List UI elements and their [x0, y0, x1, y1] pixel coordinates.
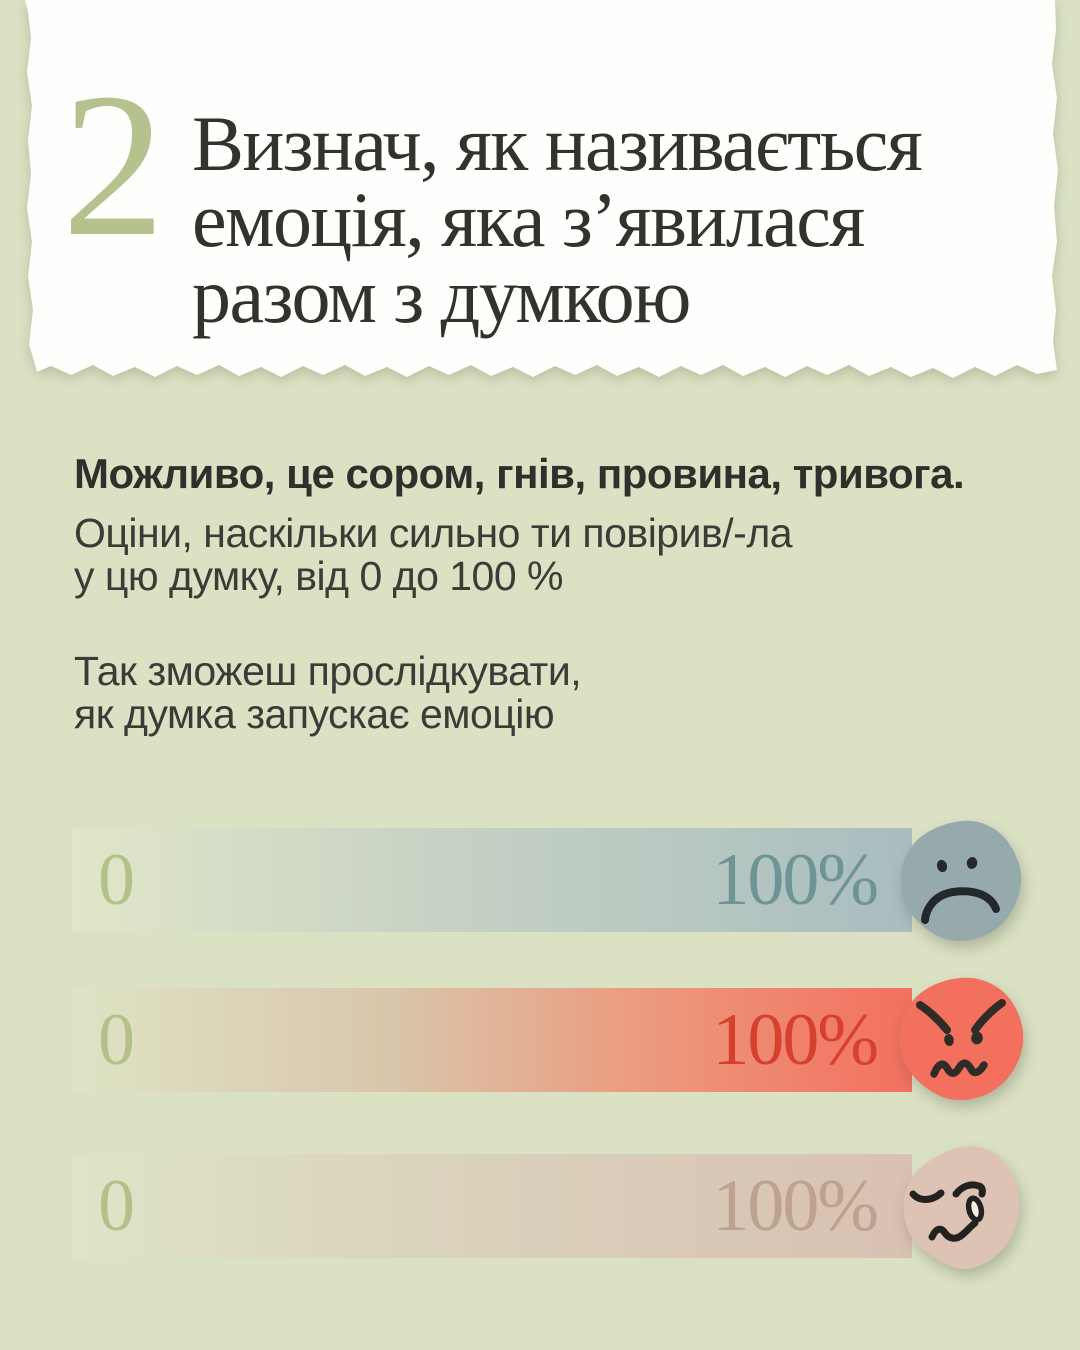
- sad-face-icon: [900, 820, 1022, 942]
- step-number: 2: [62, 50, 165, 279]
- title-line-2: емоція, яка з’явилася: [192, 176, 865, 263]
- torn-paper-card: [25, 0, 1058, 378]
- scale-min-label: 0: [98, 1165, 135, 1247]
- page-title: Визнач, як називається емоція, яка з’явил…: [192, 105, 1062, 335]
- rating-scale-angry: 0 100%: [72, 988, 912, 1092]
- intro-emphasis-line: Можливо, це сором, гнів, провина, тривог…: [74, 450, 965, 497]
- crying-face-icon: [903, 1146, 1020, 1270]
- scale-min-label: 0: [98, 839, 135, 921]
- scale-max-label: 100%: [712, 839, 879, 921]
- title-line-3: разом з думкою: [192, 252, 691, 339]
- intro-paragraph-1-line-1: Оціни, наскільки сильно ти повірив/-ла: [74, 510, 793, 556]
- title-line-1: Визнач, як називається: [192, 100, 923, 187]
- rating-scale-crying: 0 100%: [72, 1154, 912, 1258]
- intro-paragraph-2-line-2: як думка запускає емоцію: [74, 691, 555, 737]
- rating-scale-sad: 0 100%: [72, 828, 912, 932]
- intro-paragraph-2-line-1: Так зможеш прослідкувати,: [74, 648, 582, 694]
- intro-paragraph-1: Оціни, наскільки сильно ти повірив/-ла у …: [74, 512, 1024, 598]
- intro-paragraph-2: Так зможеш прослідкувати, як думка запуск…: [74, 650, 1024, 736]
- scale-max-label: 100%: [712, 999, 879, 1081]
- angry-face-icon: [899, 977, 1024, 1101]
- scale-min-label: 0: [98, 999, 135, 1081]
- intro-paragraph-1-line-2: у цю думку, від 0 до 100 %: [74, 553, 564, 599]
- scale-max-label: 100%: [712, 1165, 879, 1247]
